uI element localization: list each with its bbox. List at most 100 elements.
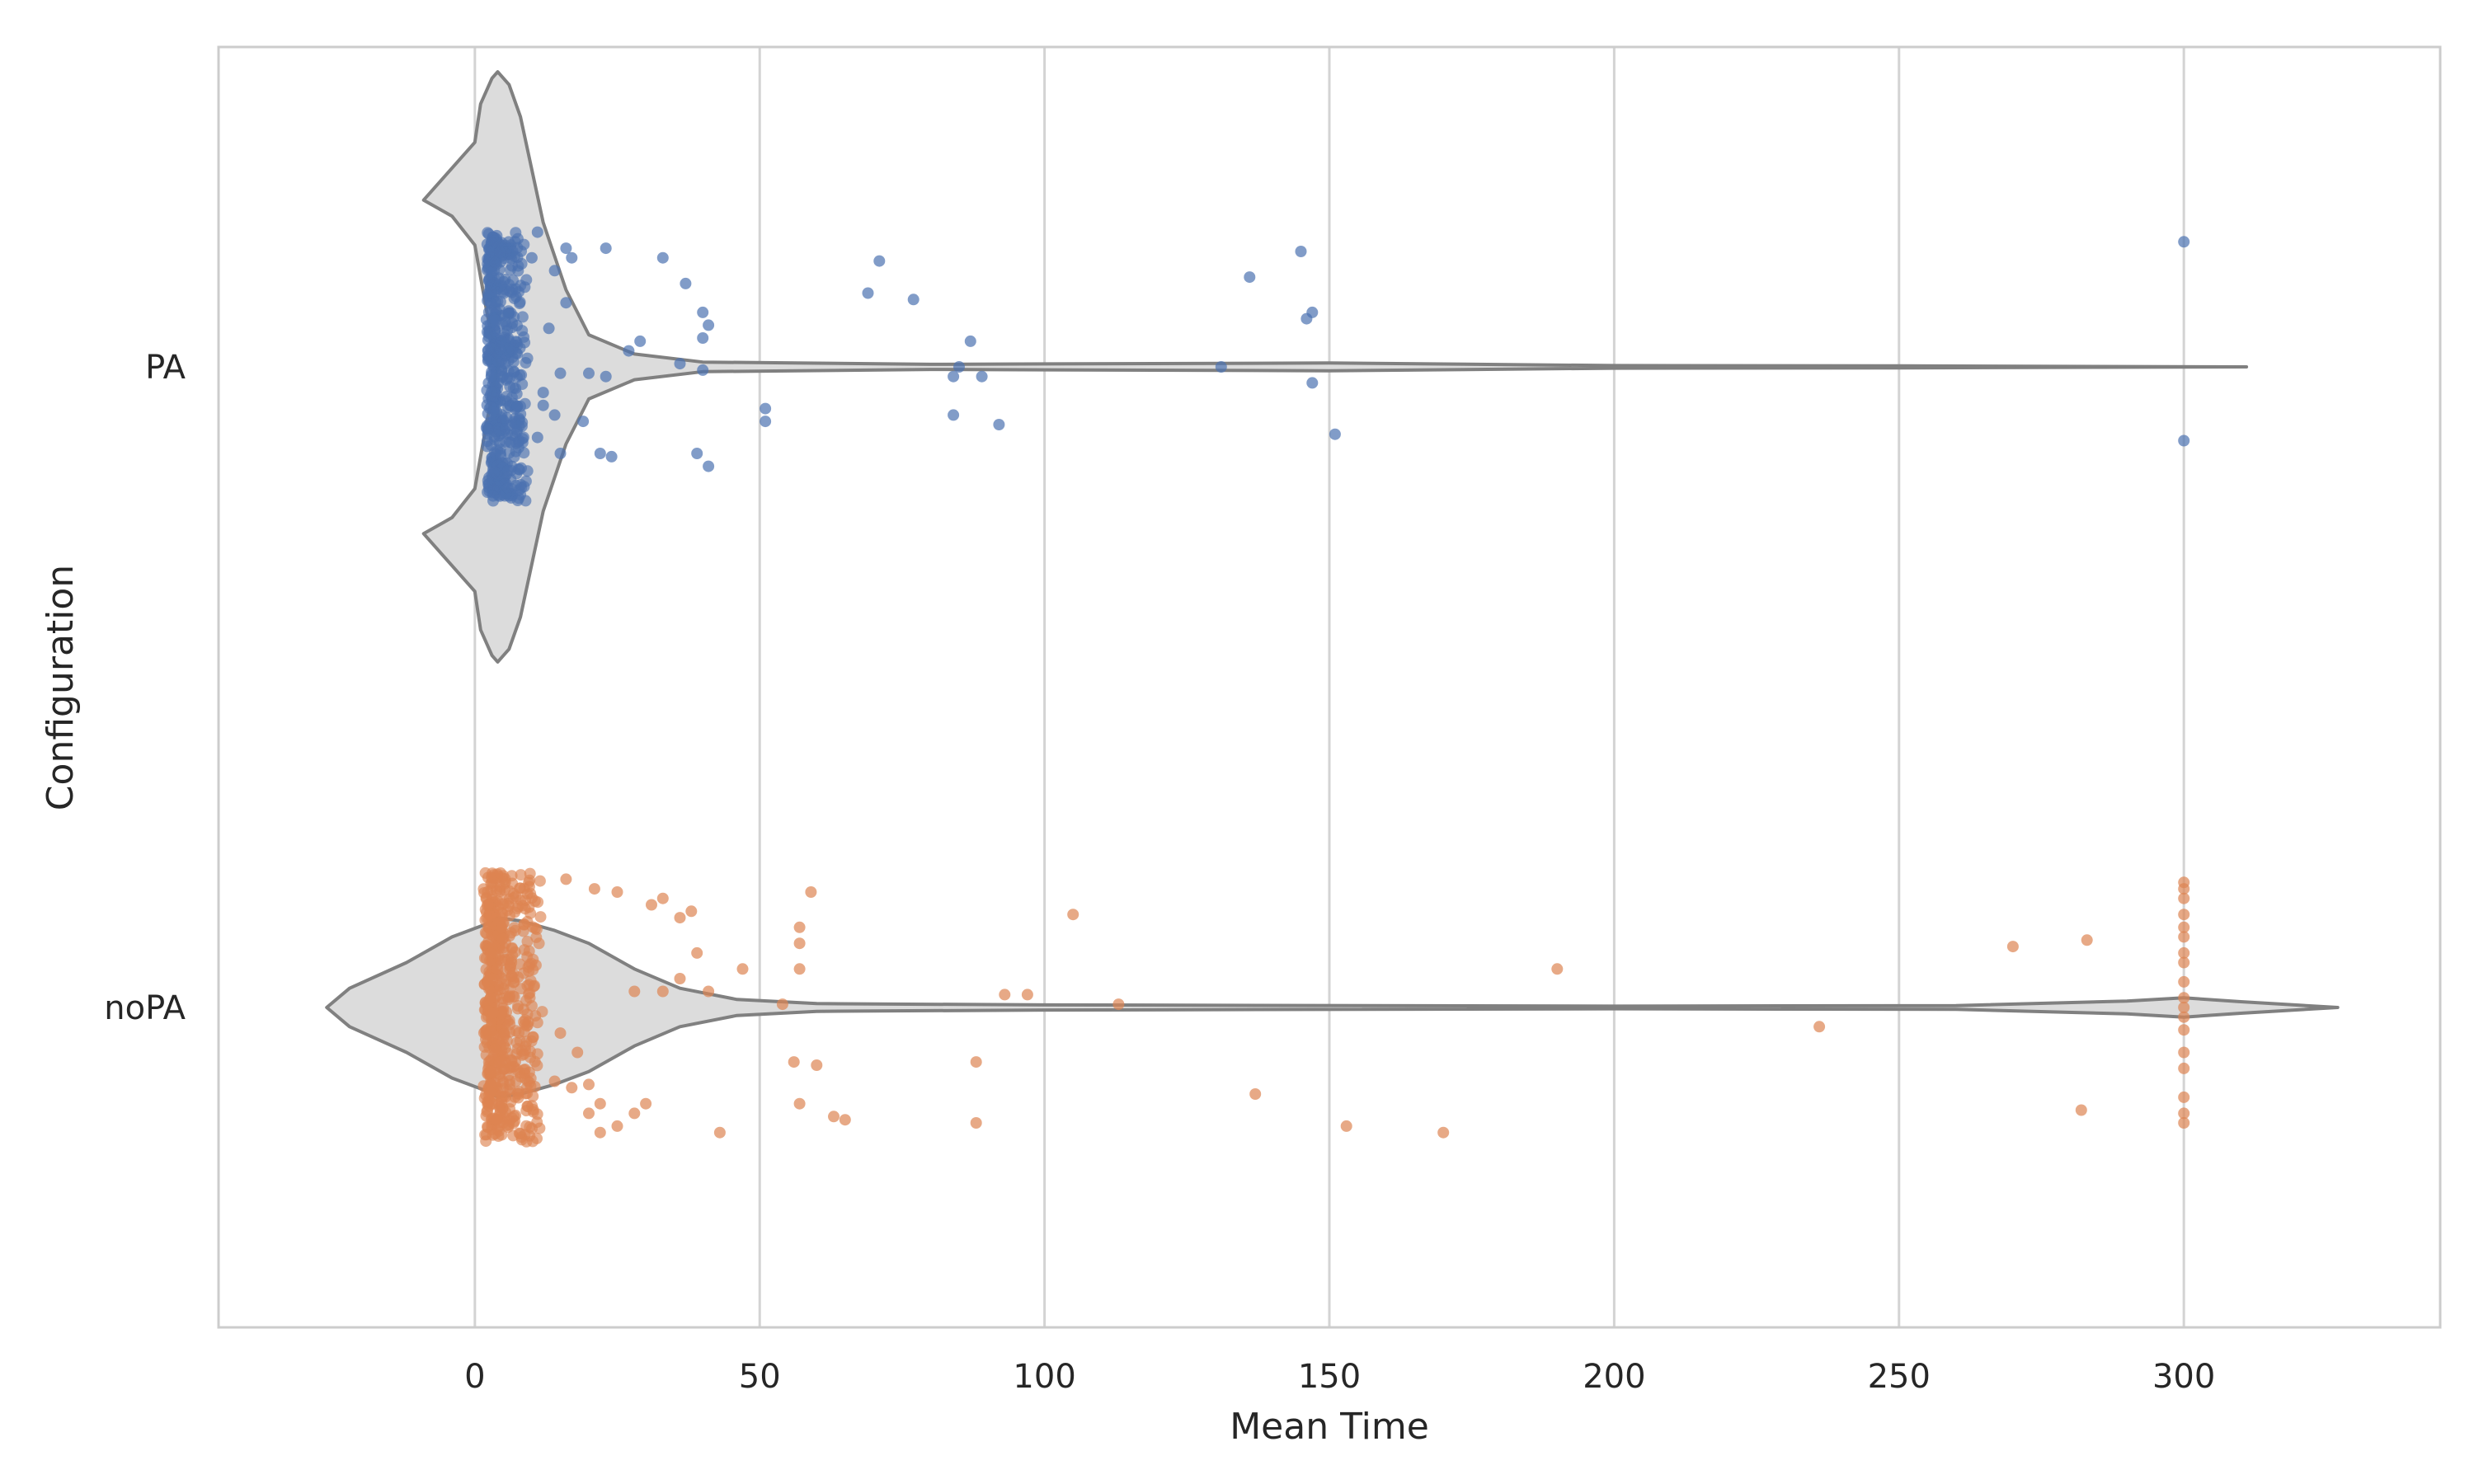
- point: [543, 322, 555, 335]
- point: [529, 923, 541, 934]
- point: [583, 1107, 595, 1120]
- point: [2081, 934, 2093, 946]
- point: [488, 1043, 501, 1055]
- point: [534, 911, 547, 923]
- point: [509, 946, 521, 958]
- point: [2178, 1091, 2190, 1103]
- x-tick-label-100: 100: [1013, 1358, 1075, 1396]
- point: [511, 1003, 524, 1015]
- point: [953, 361, 965, 373]
- point: [703, 460, 715, 472]
- point: [628, 985, 641, 998]
- point: [501, 482, 514, 495]
- point: [486, 266, 498, 278]
- point: [2178, 1062, 2190, 1074]
- point: [2178, 956, 2190, 969]
- point: [697, 306, 709, 318]
- point: [703, 985, 715, 998]
- point: [490, 381, 502, 393]
- point: [1112, 998, 1125, 1011]
- point: [2178, 1117, 2190, 1129]
- point: [487, 490, 499, 502]
- point: [524, 867, 536, 880]
- point: [486, 287, 498, 299]
- point: [502, 464, 515, 477]
- point: [478, 1040, 491, 1053]
- point: [524, 974, 537, 987]
- x-tick-label-50: 50: [739, 1358, 781, 1396]
- point: [697, 364, 709, 376]
- point: [507, 355, 520, 368]
- point: [523, 881, 535, 893]
- point: [2178, 434, 2190, 447]
- point: [496, 1102, 509, 1115]
- point: [600, 370, 612, 383]
- point: [529, 1081, 541, 1092]
- point: [560, 873, 572, 885]
- point: [548, 1075, 561, 1087]
- point: [577, 416, 590, 428]
- point: [697, 332, 709, 344]
- point: [482, 899, 494, 910]
- point: [685, 905, 698, 918]
- point: [634, 335, 647, 347]
- point: [760, 416, 772, 428]
- x-tick-label-200: 200: [1583, 1358, 1645, 1396]
- point: [788, 1056, 800, 1068]
- point: [640, 1097, 652, 1110]
- point: [482, 1056, 495, 1068]
- point: [554, 448, 567, 459]
- point: [492, 963, 504, 975]
- point: [506, 317, 519, 330]
- point: [500, 436, 512, 448]
- point: [496, 894, 509, 906]
- point: [623, 345, 635, 357]
- point: [489, 256, 501, 269]
- point: [511, 495, 524, 506]
- point: [674, 358, 686, 370]
- point: [571, 1046, 584, 1059]
- point: [793, 1097, 806, 1110]
- point: [862, 287, 874, 299]
- point: [537, 387, 549, 399]
- point: [484, 910, 496, 922]
- point: [531, 1059, 543, 1072]
- point: [554, 1027, 567, 1040]
- point: [515, 462, 527, 474]
- point: [554, 367, 567, 379]
- point: [488, 973, 501, 985]
- point: [499, 273, 511, 285]
- point: [2075, 1104, 2087, 1116]
- point: [515, 481, 528, 494]
- point: [503, 447, 515, 459]
- point: [646, 899, 657, 911]
- point: [537, 399, 549, 411]
- x-tick-label-150: 150: [1298, 1358, 1361, 1396]
- point: [487, 1007, 500, 1019]
- point: [510, 336, 522, 348]
- point: [548, 409, 561, 421]
- point: [691, 448, 703, 459]
- y-axis-label: Configuration: [40, 565, 82, 810]
- point: [839, 1114, 851, 1126]
- point: [506, 970, 518, 982]
- point: [691, 946, 703, 959]
- point: [494, 343, 506, 355]
- point: [793, 937, 806, 950]
- point: [527, 1031, 539, 1044]
- point: [503, 885, 515, 897]
- series-PA: [480, 226, 2190, 507]
- point: [793, 921, 806, 933]
- point: [488, 313, 501, 326]
- point: [487, 231, 499, 243]
- point: [487, 1129, 499, 1141]
- point: [1551, 963, 1564, 975]
- point: [656, 985, 669, 998]
- point: [521, 936, 534, 947]
- point: [500, 423, 511, 435]
- point: [515, 869, 527, 881]
- point: [481, 928, 493, 940]
- point: [1340, 1120, 1352, 1132]
- point: [493, 984, 506, 996]
- point: [531, 1116, 543, 1129]
